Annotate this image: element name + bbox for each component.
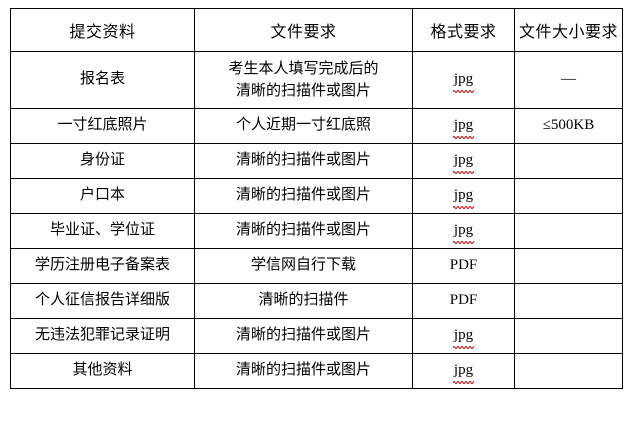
cell-size bbox=[514, 143, 623, 179]
table-row: 无违法犯罪记录证明 清晰的扫描件或图片 jpg bbox=[10, 318, 623, 354]
cell-material: 无违法犯罪记录证明 bbox=[10, 318, 195, 354]
cell-requirement: 清晰的扫描件或图片 bbox=[194, 178, 413, 214]
table-row: 学历注册电子备案表 学信网自行下载 PDF bbox=[10, 248, 623, 284]
requirement-line-1: 考生本人填写完成后的 bbox=[228, 60, 379, 77]
cell-size bbox=[514, 248, 623, 284]
cell-size bbox=[514, 213, 623, 249]
format-value: PDF bbox=[449, 292, 478, 309]
column-header-material: 提交资料 bbox=[10, 8, 195, 52]
format-value: jpg bbox=[452, 69, 475, 94]
cell-size: — bbox=[514, 51, 623, 109]
cell-size bbox=[514, 318, 623, 354]
format-value: PDF bbox=[449, 257, 478, 274]
table-header-row: 提交资料 文件要求 格式要求 文件大小要求 bbox=[10, 8, 623, 52]
cell-format: jpg bbox=[412, 318, 515, 354]
cell-material: 身份证 bbox=[10, 143, 195, 179]
cell-format: jpg bbox=[412, 51, 515, 109]
cell-requirement: 清晰的扫描件或图片 bbox=[194, 213, 413, 249]
requirement-line-2: 清晰的扫描件或图片 bbox=[235, 83, 371, 99]
format-value: jpg bbox=[452, 115, 475, 140]
cell-requirement: 考生本人填写完成后的 清晰的扫描件或图片 bbox=[194, 51, 413, 109]
materials-requirements-table: 提交资料 文件要求 格式要求 文件大小要求 报名表 考生本人填写完成后的 清晰的… bbox=[10, 8, 623, 389]
cell-requirement: 清晰的扫描件或图片 bbox=[194, 353, 413, 389]
cell-size bbox=[514, 178, 623, 214]
cell-size bbox=[514, 283, 623, 319]
cell-format: jpg bbox=[412, 213, 515, 249]
cell-material: 其他资料 bbox=[10, 353, 195, 389]
cell-requirement: 清晰的扫描件或图片 bbox=[194, 318, 413, 354]
cell-material: 报名表 bbox=[10, 51, 195, 109]
cell-format: PDF bbox=[412, 248, 515, 284]
cell-format: PDF bbox=[412, 283, 515, 319]
table-row: 个人征信报告详细版 清晰的扫描件 PDF bbox=[10, 283, 623, 319]
table-body: 报名表 考生本人填写完成后的 清晰的扫描件或图片 jpg — 一寸红底照片 个人… bbox=[10, 51, 623, 389]
column-header-size-requirement: 文件大小要求 bbox=[514, 8, 623, 52]
cell-material: 一寸红底照片 bbox=[10, 108, 195, 144]
cell-requirement: 个人近期一寸红底照 bbox=[194, 108, 413, 144]
document-page: 提交资料 文件要求 格式要求 文件大小要求 报名表 考生本人填写完成后的 清晰的… bbox=[0, 8, 632, 434]
table-row: 毕业证、学位证 清晰的扫描件或图片 jpg bbox=[10, 213, 623, 249]
cell-requirement: 清晰的扫描件 bbox=[194, 283, 413, 319]
table-row: 户口本 清晰的扫描件或图片 jpg bbox=[10, 178, 623, 214]
cell-format: jpg bbox=[412, 108, 515, 144]
column-header-file-requirement: 文件要求 bbox=[194, 8, 413, 52]
format-value: jpg bbox=[452, 150, 475, 175]
table-row: 一寸红底照片 个人近期一寸红底照 jpg ≤500KB bbox=[10, 108, 623, 144]
cell-format: jpg bbox=[412, 143, 515, 179]
cell-format: jpg bbox=[412, 178, 515, 214]
cell-requirement: 清晰的扫描件或图片 bbox=[194, 143, 413, 179]
cell-format: jpg bbox=[412, 353, 515, 389]
table-row: 身份证 清晰的扫描件或图片 jpg bbox=[10, 143, 623, 179]
format-value: jpg bbox=[452, 325, 475, 350]
table-row: 报名表 考生本人填写完成后的 清晰的扫描件或图片 jpg — bbox=[10, 51, 623, 109]
format-value: jpg bbox=[452, 360, 475, 385]
cell-material: 学历注册电子备案表 bbox=[10, 248, 195, 284]
table-header: 提交资料 文件要求 格式要求 文件大小要求 bbox=[10, 8, 623, 52]
cell-material: 个人征信报告详细版 bbox=[10, 283, 195, 319]
table-row: 其他资料 清晰的扫描件或图片 jpg bbox=[10, 353, 623, 389]
cell-size bbox=[514, 353, 623, 389]
cell-requirement: 学信网自行下载 bbox=[194, 248, 413, 284]
cell-size: ≤500KB bbox=[514, 108, 623, 144]
cell-material: 户口本 bbox=[10, 178, 195, 214]
format-value: jpg bbox=[452, 185, 475, 210]
column-header-format-requirement: 格式要求 bbox=[412, 8, 515, 52]
format-value: jpg bbox=[452, 220, 475, 245]
cell-material: 毕业证、学位证 bbox=[10, 213, 195, 249]
